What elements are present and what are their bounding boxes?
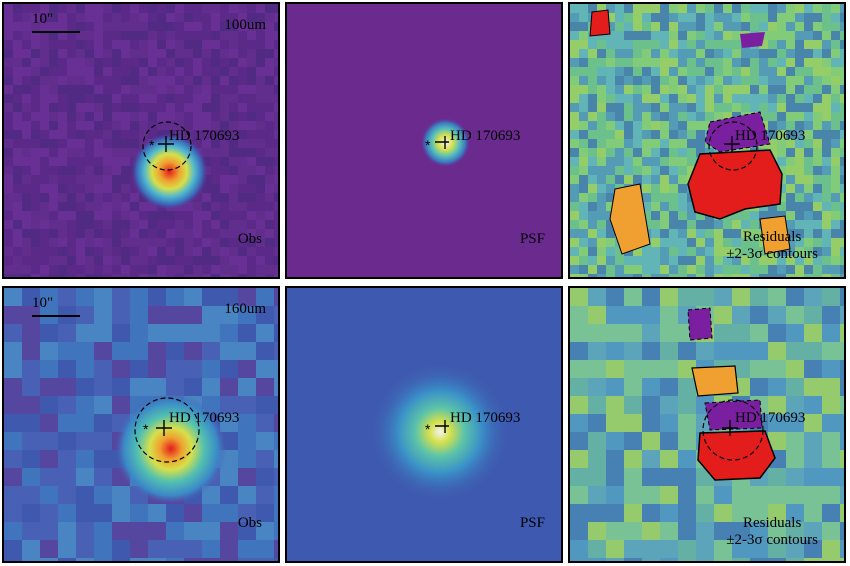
- panel-residuals-160um: HD 170693 Residuals ±2-3σ contours: [568, 286, 846, 563]
- star-marker-icon: *: [425, 421, 431, 437]
- band-label: 100um: [224, 17, 266, 33]
- source-label: HD 170693: [450, 128, 521, 144]
- obs-100um-image: *: [4, 4, 278, 277]
- aperture-circle: [142, 121, 192, 171]
- source-label: HD 170693: [169, 128, 240, 144]
- psf-label: PSF: [519, 515, 545, 531]
- obs-label: Obs: [237, 515, 262, 531]
- star-marker-icon: *: [143, 421, 149, 437]
- cross-marker-icon: [158, 136, 174, 152]
- cross-marker-icon: [724, 136, 740, 152]
- residuals-title: Residuals: [742, 228, 802, 245]
- psf-label: PSF: [519, 231, 545, 247]
- scale-label: 10": [32, 295, 54, 311]
- scale-label: 10": [32, 11, 54, 27]
- source-label: HD 170693: [735, 128, 806, 144]
- psf-100um-image: *: [287, 4, 561, 277]
- psf-160um-image: *: [287, 288, 561, 561]
- residuals-160um-image: [570, 288, 844, 561]
- residuals-label: Residuals ±2-3σ contours: [726, 229, 818, 264]
- scale-bar: [32, 315, 80, 317]
- source-label: HD 170693: [169, 410, 240, 426]
- obs-label: Obs: [237, 231, 262, 247]
- residuals-100um-image: [570, 4, 844, 277]
- aperture-circle: [708, 121, 758, 171]
- contours-label: ±2-3σ contours: [726, 531, 818, 548]
- panel-residuals-100um: HD 170693 Residuals ±2-3σ contours: [568, 2, 846, 279]
- panel-psf-100um: * HD 170693 PSF: [285, 2, 563, 279]
- cross-marker-icon: [722, 420, 738, 436]
- panel-obs-100um: * 10" 100um HD 170693 Obs: [2, 2, 280, 279]
- aperture-circle: [134, 397, 200, 463]
- cross-marker-icon: [435, 136, 449, 149]
- residuals-label: Residuals ±2-3σ contours: [726, 515, 818, 550]
- scale-bar: [32, 31, 80, 33]
- cross-marker-icon: [156, 420, 172, 436]
- contours-label: ±2-3σ contours: [726, 245, 818, 262]
- star-marker-icon: *: [149, 137, 155, 153]
- cross-marker-icon: [435, 420, 449, 433]
- obs-160um-image: *: [4, 288, 278, 561]
- source-label: HD 170693: [735, 410, 806, 426]
- aperture-circle: [702, 399, 764, 461]
- panel-obs-160um: * 10" 160um HD 170693 Obs: [2, 286, 280, 563]
- panel-psf-160um: * HD 170693 PSF: [285, 286, 563, 563]
- star-marker-icon: *: [425, 137, 431, 153]
- residuals-title: Residuals: [742, 514, 802, 531]
- band-label: 160um: [224, 301, 266, 317]
- source-label: HD 170693: [450, 410, 521, 426]
